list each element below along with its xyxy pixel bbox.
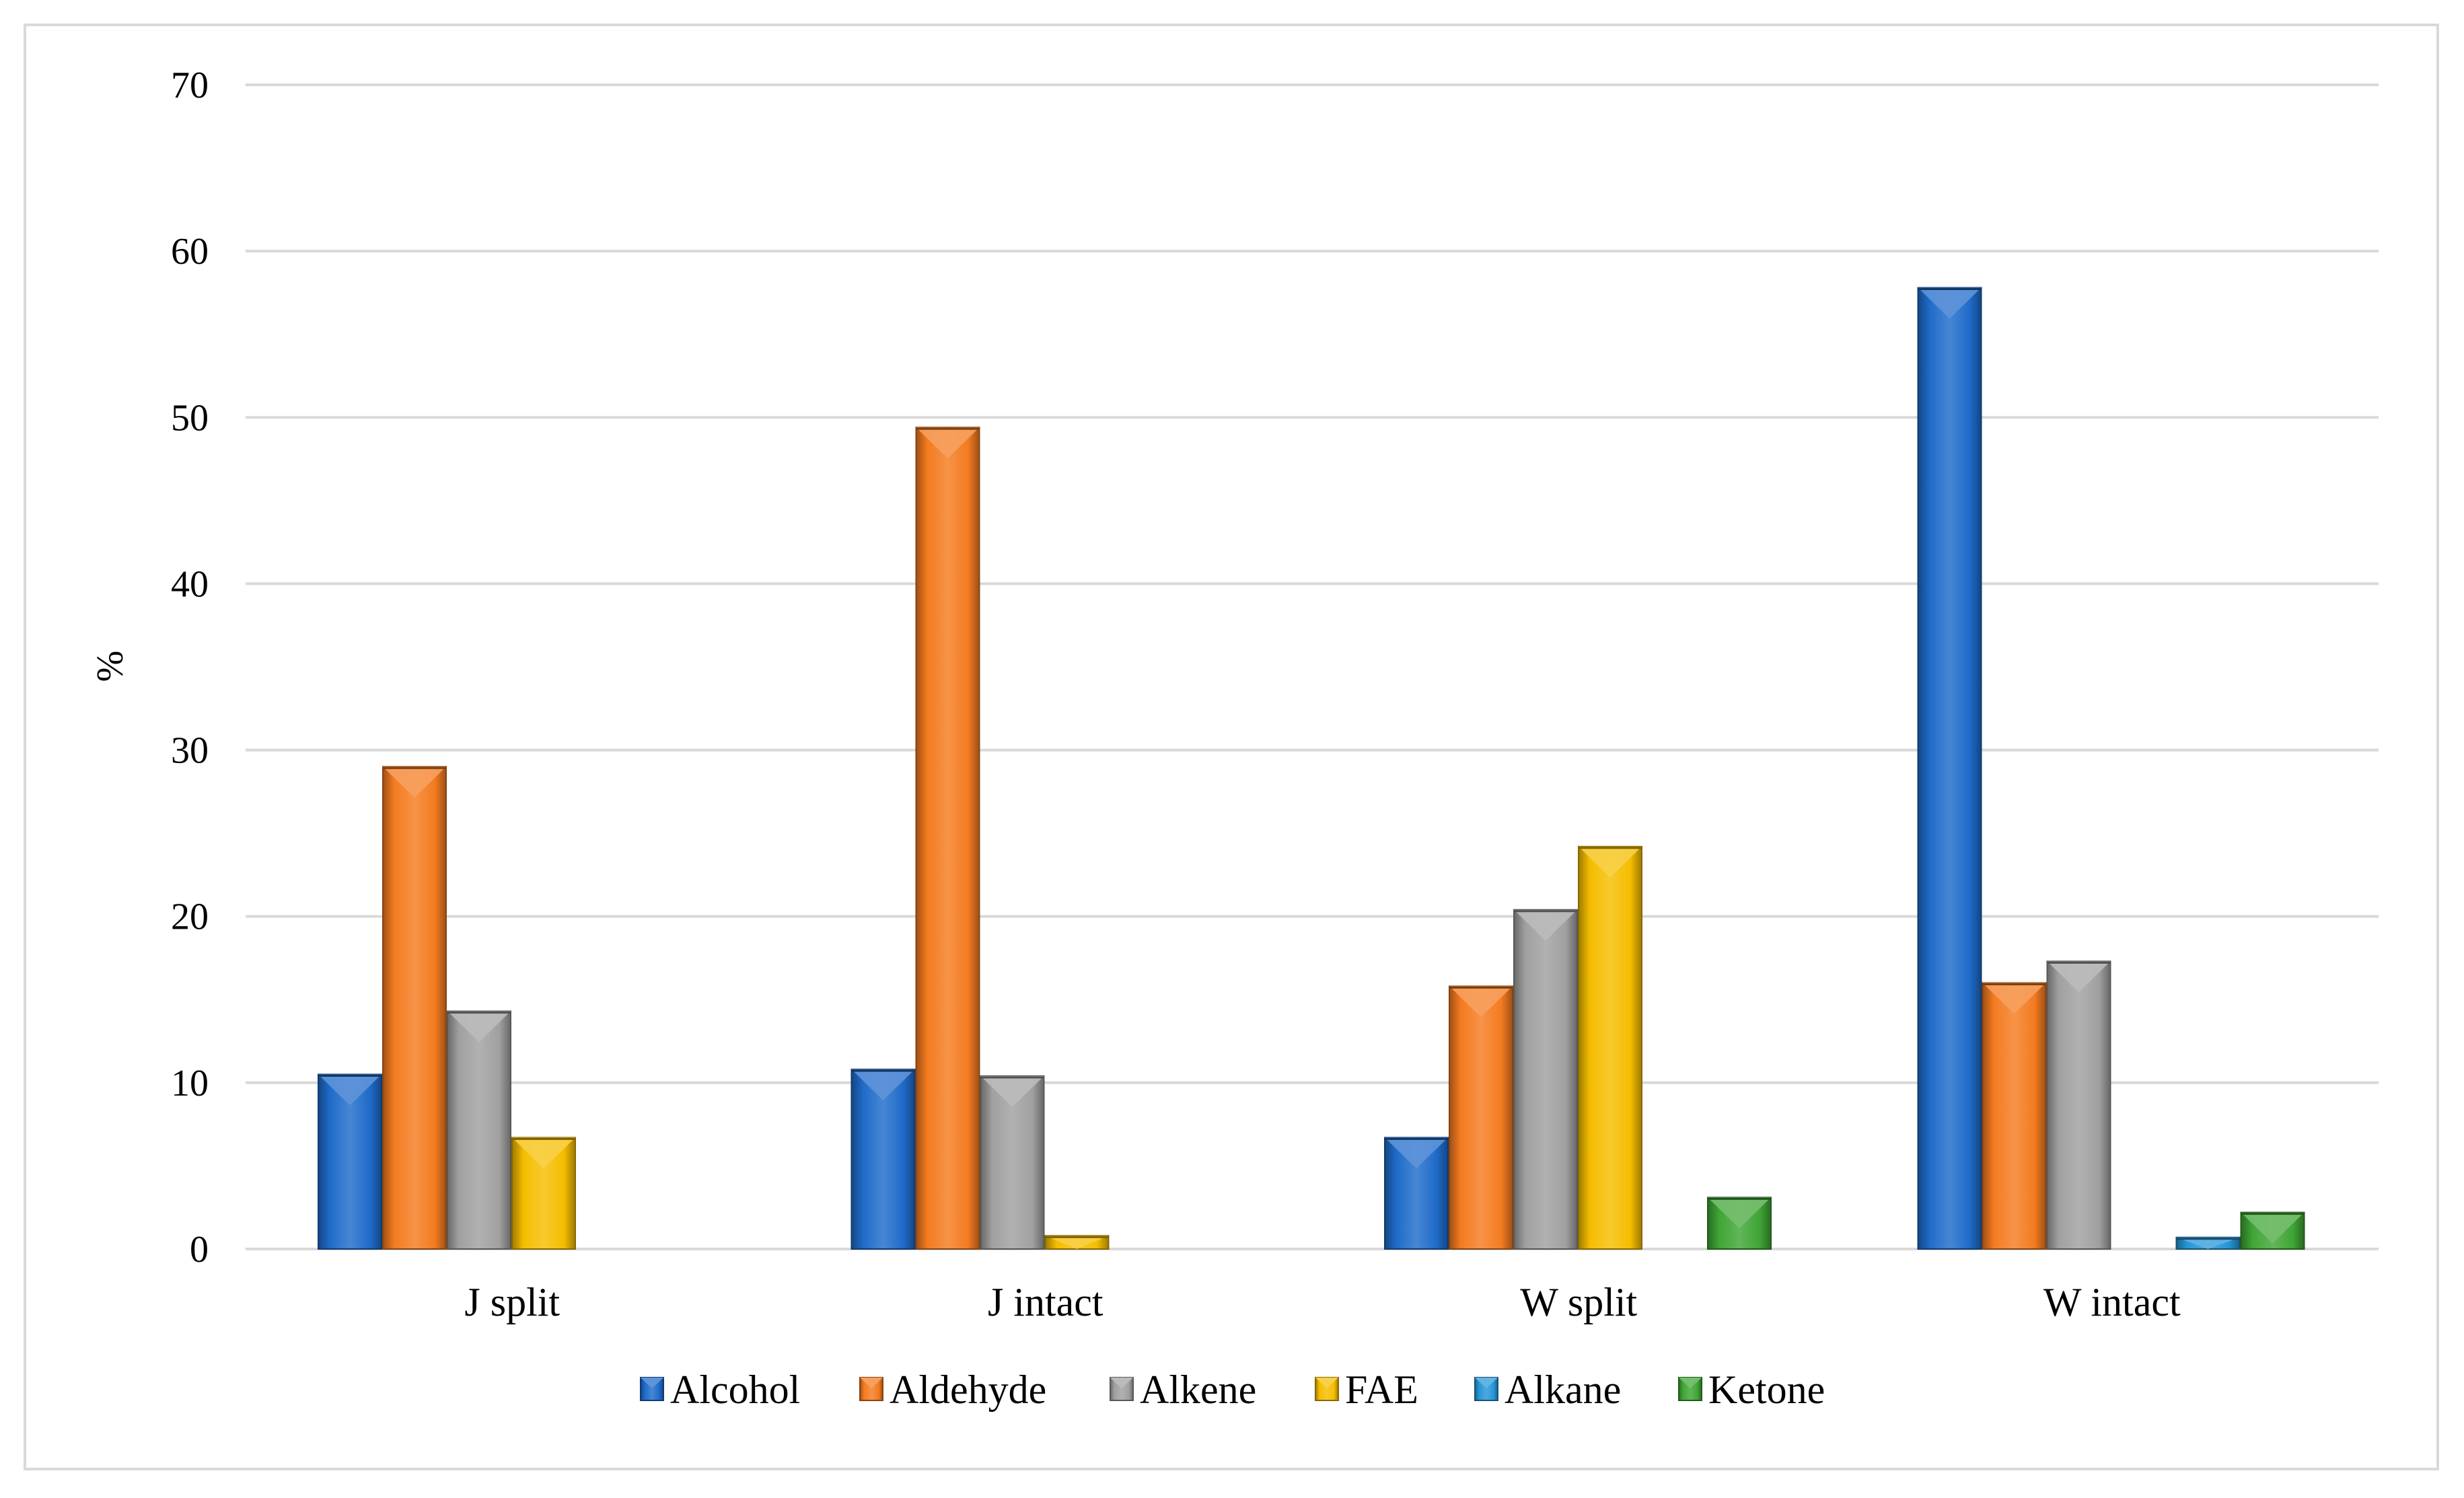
legend-item-aldehyde: Aldehyde bbox=[859, 1367, 1046, 1412]
legend-label: Ketone bbox=[1708, 1367, 1825, 1412]
bar-alkene-j-intact bbox=[980, 1075, 1045, 1250]
bar-alcohol-j-split bbox=[318, 1073, 382, 1250]
bar-aldehyde-w-split bbox=[1449, 985, 1513, 1250]
bar-ketone-w-split bbox=[1707, 1197, 1772, 1250]
y-tick-label: 40 bbox=[171, 563, 209, 605]
bar-aldehyde-w-intact bbox=[1982, 982, 2047, 1250]
bars bbox=[318, 287, 2305, 1250]
bar-alkene-j-split bbox=[447, 1010, 511, 1250]
y-tick-label: 60 bbox=[171, 231, 209, 273]
y-tick-label: 0 bbox=[190, 1229, 209, 1271]
y-tick-label: 20 bbox=[171, 896, 209, 938]
bar-alkane-w-intact bbox=[2175, 1236, 2241, 1250]
legend-item-alkene: Alkene bbox=[1110, 1367, 1256, 1412]
y-tick-label: 70 bbox=[171, 65, 209, 106]
bar-fae-j-split bbox=[511, 1137, 576, 1250]
legend-label: Alkane bbox=[1505, 1367, 1621, 1412]
y-axis-label: % bbox=[89, 651, 131, 682]
legend: Alcohol Aldehyde Alkene FAE Alkane Ketone bbox=[640, 1367, 1825, 1412]
y-tick-label: 50 bbox=[171, 397, 209, 439]
x-category-label: W intact bbox=[2043, 1280, 2181, 1324]
bar-alkene-w-intact bbox=[2046, 960, 2111, 1250]
legend-label: Alcohol bbox=[670, 1367, 800, 1412]
bar-fae-j-intact bbox=[1044, 1235, 1110, 1250]
bar-alkene-w-split bbox=[1513, 908, 1578, 1250]
bar-alcohol-w-intact bbox=[1917, 287, 1982, 1250]
x-category-label: J split bbox=[464, 1280, 560, 1324]
x-axis-categories: J split J intact W split W intact bbox=[464, 1280, 2181, 1324]
legend-item-fae: FAE bbox=[1315, 1367, 1418, 1412]
legend-item-ketone: Ketone bbox=[1678, 1367, 1825, 1412]
bar-aldehyde-j-split bbox=[382, 766, 447, 1250]
y-tick-label: 30 bbox=[171, 730, 209, 772]
bar-alcohol-w-split bbox=[1384, 1137, 1449, 1250]
legend-item-alkane: Alkane bbox=[1474, 1367, 1621, 1412]
bar-aldehyde-j-intact bbox=[915, 427, 980, 1250]
y-axis-ticks: 0 10 20 30 40 50 60 70 bbox=[171, 65, 209, 1271]
legend-item-alcohol: Alcohol bbox=[640, 1367, 800, 1412]
bar-fae-w-split bbox=[1578, 845, 1642, 1250]
bar-alcohol-j-intact bbox=[850, 1069, 916, 1250]
legend-label: FAE bbox=[1345, 1367, 1418, 1412]
y-tick-label: 10 bbox=[171, 1063, 209, 1104]
legend-label: Alkene bbox=[1140, 1367, 1256, 1412]
x-category-label: W split bbox=[1520, 1280, 1637, 1324]
x-category-label: J intact bbox=[988, 1280, 1103, 1324]
bar-ketone-w-intact bbox=[2240, 1211, 2305, 1250]
legend-label: Aldehyde bbox=[890, 1367, 1046, 1412]
